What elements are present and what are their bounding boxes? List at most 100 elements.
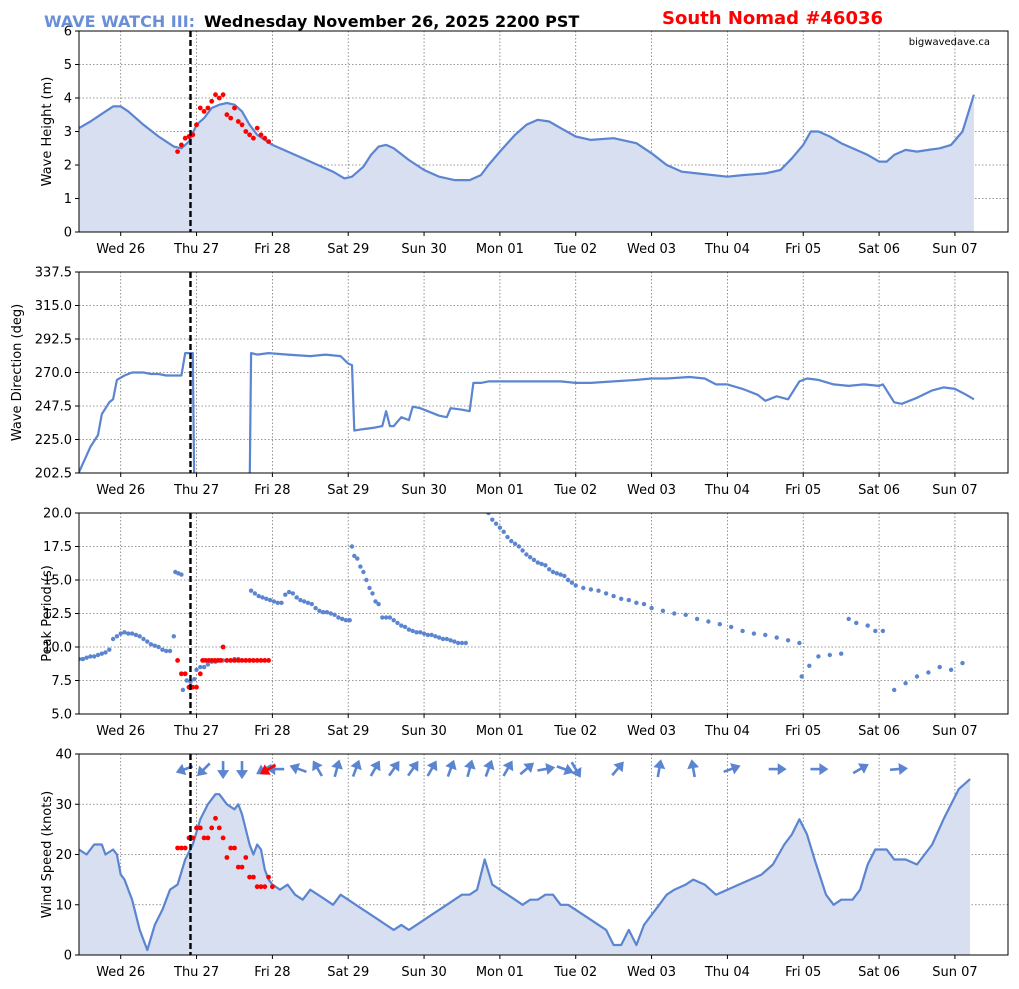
wind-arrow [653, 759, 666, 778]
wind-arrow [426, 760, 438, 777]
y-tick-label: 40 [55, 748, 72, 763]
x-tick-label: Thu 04 [704, 242, 750, 257]
model-point [302, 599, 307, 604]
observed-point [232, 845, 237, 851]
model-point [380, 615, 385, 620]
watermark-text: bigwavedave.ca [909, 37, 990, 48]
model-point [95, 652, 101, 658]
wind-arrow [502, 760, 514, 777]
model-point [547, 567, 552, 572]
y-tick-label: 7.5 [51, 674, 72, 689]
observed-point [182, 135, 188, 141]
observed-point [247, 132, 253, 138]
observed-point [197, 671, 203, 677]
x-tick-label: Sun 30 [401, 483, 446, 498]
model-point [179, 572, 184, 577]
y-tick-label: 15.0 [43, 574, 72, 589]
model-point [611, 593, 616, 599]
x-tick-label: Fri 28 [254, 724, 290, 739]
observed-point [216, 95, 222, 101]
x-tick-label: Wed 03 [627, 965, 676, 980]
y-tick-label: 337.5 [35, 266, 72, 281]
observed-point [243, 855, 249, 860]
wind-arrow-head [502, 760, 514, 772]
model-point [114, 634, 120, 639]
y-tick-label: 202.5 [35, 467, 72, 482]
model-point [201, 664, 207, 670]
model-point [84, 655, 89, 660]
observed-point [218, 658, 224, 663]
observed-point [232, 105, 237, 111]
observed-point [262, 135, 268, 141]
wind-arrow-head [426, 760, 438, 772]
model-point [364, 577, 369, 583]
observed-point [235, 658, 241, 663]
model-point [452, 639, 457, 644]
observed-point [232, 658, 237, 663]
wind-arrow-head [819, 763, 829, 776]
model-point [332, 612, 337, 617]
observed-point [220, 644, 226, 650]
model-point [573, 583, 578, 588]
observed-point [175, 658, 181, 663]
y-tick-label: 315.0 [35, 299, 72, 314]
model-point [903, 681, 908, 686]
model-point [248, 588, 254, 593]
model-point [456, 640, 461, 646]
wind-arrow-head [464, 759, 476, 770]
y-tick-label: 3 [64, 125, 72, 140]
model-point [406, 627, 412, 632]
model-point [937, 664, 942, 670]
wind-arrow-head [857, 763, 869, 774]
model-point [92, 654, 97, 659]
observed-point [258, 884, 264, 890]
wind-arrow [217, 761, 230, 780]
x-tick-label: Wed 03 [627, 483, 676, 498]
wind-arrow-head [408, 760, 419, 772]
panel-1: 0 1 2 3 4 5 6 Wed 26 Thu 27 Fri 28 Sat 29 Sun 30 Mon… [40, 25, 1009, 257]
wind-arrow-head [289, 763, 301, 775]
x-tick-label: Thu 27 [173, 483, 219, 498]
wind-arrow-head [563, 763, 574, 776]
y-tick-label: 5 [64, 58, 72, 73]
brand-title: WAVE WATCH III: [44, 12, 196, 31]
model-point [729, 624, 734, 630]
model-point [569, 580, 575, 585]
wind-arrow [483, 759, 495, 778]
x-tick-label: Sun 30 [401, 242, 446, 257]
model-point [565, 577, 571, 583]
x-tick-label: Thu 27 [173, 242, 219, 257]
model-point [367, 585, 372, 591]
y-tick-label: 10.0 [43, 641, 72, 656]
model-point [543, 563, 548, 568]
model-point [740, 628, 745, 634]
x-tick-label: Mon 01 [476, 965, 524, 980]
y-tick-label: 6 [64, 25, 72, 40]
observed-point [254, 125, 260, 131]
y-tick-label: 225.0 [35, 433, 72, 448]
observed-point [201, 835, 207, 841]
model-line [79, 352, 196, 473]
model-point [283, 592, 288, 597]
model-point [80, 656, 86, 662]
observed-point [175, 845, 181, 851]
model-point [107, 647, 112, 652]
observed-point [224, 112, 230, 118]
model-point [279, 600, 284, 605]
model-point [926, 670, 931, 675]
model-point [619, 596, 624, 601]
model-point [603, 591, 609, 596]
model-point [324, 610, 330, 615]
wind-arrow [289, 763, 307, 775]
x-tick-label: Fri 28 [254, 965, 290, 980]
y-tick-label: 17.5 [43, 540, 72, 555]
model-point [641, 601, 647, 607]
x-tick-label: Wed 03 [627, 724, 676, 739]
observed-point [266, 874, 271, 880]
model-point [347, 618, 352, 623]
observed-point [220, 835, 226, 841]
x-tick-label: Sat 29 [327, 965, 369, 980]
observed-point [270, 884, 275, 890]
model-point [383, 615, 389, 620]
wind-arrow [197, 762, 211, 777]
